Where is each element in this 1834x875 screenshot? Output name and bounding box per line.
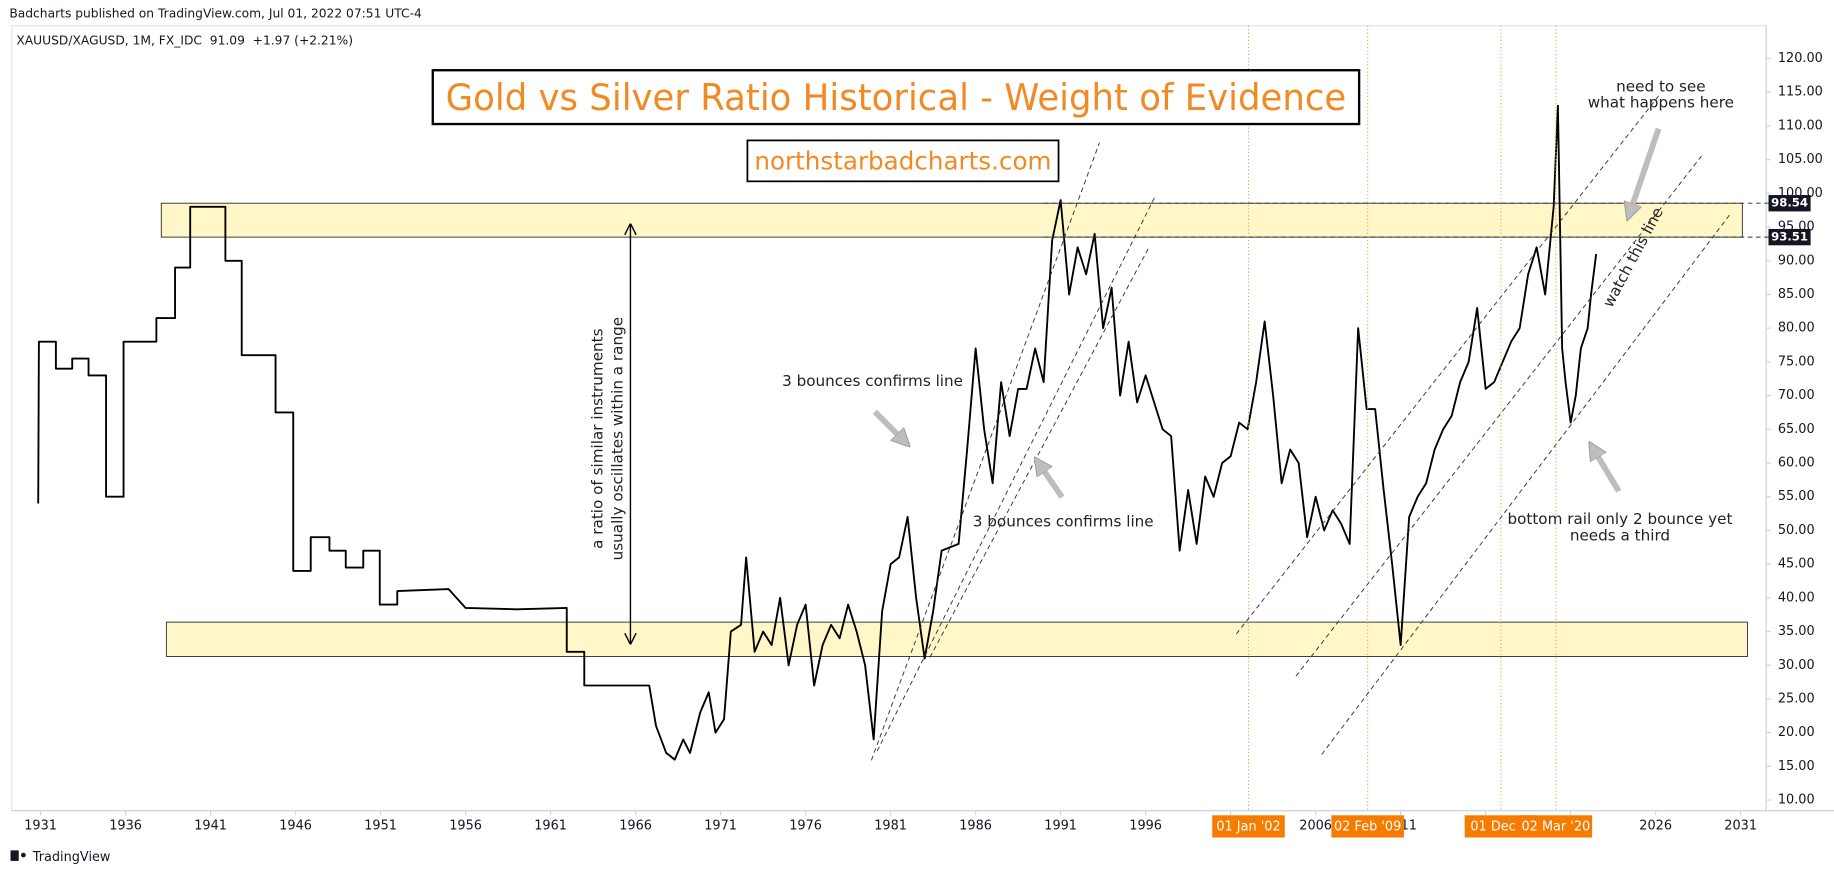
trend-line	[1295, 155, 1703, 677]
y-tick-label: 85.00	[1778, 287, 1815, 302]
ratio-line	[37, 104, 1598, 761]
x-tick-label: 1946	[279, 818, 312, 833]
trend-line	[1321, 212, 1732, 755]
y-tick-label: 35.00	[1778, 624, 1815, 639]
x-tick-label: 1976	[789, 818, 822, 833]
price-label-box	[1768, 195, 1811, 212]
y-tick-label: 65.00	[1778, 422, 1815, 437]
subtitle-box	[746, 139, 1060, 183]
y-tick-label: 20.00	[1778, 725, 1815, 740]
price-label-box	[1768, 228, 1811, 246]
logo-mark	[21, 852, 26, 858]
subtitle: northstarbadcharts.com	[754, 147, 1051, 176]
date-label: 02 Mar '20	[1522, 819, 1591, 834]
x-tick-label: 1966	[619, 818, 652, 833]
x-tick-label: 1931	[24, 818, 57, 833]
arrow	[872, 409, 908, 445]
date-label-box	[1519, 815, 1593, 838]
y-tick-label: 45.00	[1778, 557, 1815, 572]
x-tick-label: 1971	[704, 818, 737, 833]
chart-title: Gold vs Silver Ratio Historical - Weight…	[446, 76, 1347, 119]
symbol: XAUUSD/XAGUSD, 1M, FX_IDC 91.09 +1.97 (+…	[16, 34, 353, 48]
annotation: what happens here	[1588, 94, 1734, 112]
annotation: bottom rail only 2 bounce yet	[1507, 510, 1732, 528]
x-tick-label: 1941	[194, 818, 227, 833]
y-tick-label: 50.00	[1778, 523, 1815, 538]
y-tick-label: 115.00	[1778, 85, 1823, 100]
trend-line	[929, 247, 1150, 658]
x-tick-label: 2031	[1724, 818, 1757, 833]
logo-mark	[10, 850, 19, 861]
x-tick-label: 1981	[874, 818, 907, 833]
arrows	[872, 127, 1662, 499]
title-box	[431, 69, 1361, 126]
trend-lines	[870, 95, 1732, 761]
x-tick-label: 1996	[1129, 818, 1162, 833]
plot: 10.00 15.00 20.00 25.00 30.00 35.00 40.00 45.00…	[24, 25, 1823, 838]
annotation: 3 bounces confirms line	[782, 372, 963, 390]
date-label: 02 Feb '09	[1334, 819, 1401, 834]
x-tick-label: 1991	[1044, 818, 1077, 833]
logo	[10, 850, 26, 861]
annotation: needs a third	[1570, 526, 1670, 544]
y-tick-label: 25.00	[1778, 691, 1815, 706]
zone	[160, 202, 1743, 238]
annotation: usually oscillates within a range	[608, 317, 626, 560]
x-tick-label: 1936	[109, 818, 142, 833]
trend-line	[876, 195, 1157, 752]
price-label: 98.54	[1771, 196, 1808, 210]
x-tick-label: 1961	[534, 818, 567, 833]
y-tick-label: 55.00	[1778, 489, 1815, 504]
y-tick-label: 10.00	[1778, 793, 1815, 808]
footer: TradingView	[32, 850, 111, 865]
published: Badcharts published on TradingView.com, …	[9, 7, 422, 21]
y-tick-label: 70.00	[1778, 388, 1815, 403]
zones	[160, 202, 1748, 657]
annotation: a ratio of similar instruments	[588, 328, 606, 548]
arrow	[1628, 127, 1662, 218]
annotation: need to see	[1616, 77, 1705, 95]
arrow	[1588, 445, 1622, 493]
annotation: 3 bounces confirms line	[973, 512, 1154, 530]
date-label: 01 Dec '1	[1470, 819, 1531, 834]
date-label-box	[1212, 815, 1285, 838]
x-tick-label: 1956	[449, 818, 482, 833]
y-tick-label: 105.00	[1778, 152, 1823, 167]
y-tick-label: 80.00	[1778, 321, 1815, 336]
y-tick-label: 60.00	[1778, 456, 1815, 471]
trend-line	[870, 142, 1100, 761]
y-tick-label: 30.00	[1778, 658, 1815, 673]
x-tick-label: 1986	[959, 818, 992, 833]
y-tick-label: 90.00	[1778, 253, 1815, 268]
price-label: 93.51	[1771, 230, 1808, 244]
date-label-box	[1331, 815, 1404, 838]
x-tick-label: 1951	[364, 818, 397, 833]
x-tick-label: 2006	[1299, 818, 1332, 833]
date-label-box	[1464, 815, 1538, 838]
y-tick-label: 120.00	[1778, 51, 1823, 66]
date-label: 01 Jan '02	[1216, 819, 1280, 834]
y-tick-label: 75.00	[1778, 354, 1815, 369]
y-tick-label: 40.00	[1778, 590, 1815, 605]
x-tick-label: 2026	[1639, 818, 1672, 833]
y-tick-label: 110.00	[1778, 118, 1823, 133]
zone	[165, 621, 1748, 657]
y-tick-label: 15.00	[1778, 759, 1815, 774]
arrow	[1036, 460, 1065, 499]
